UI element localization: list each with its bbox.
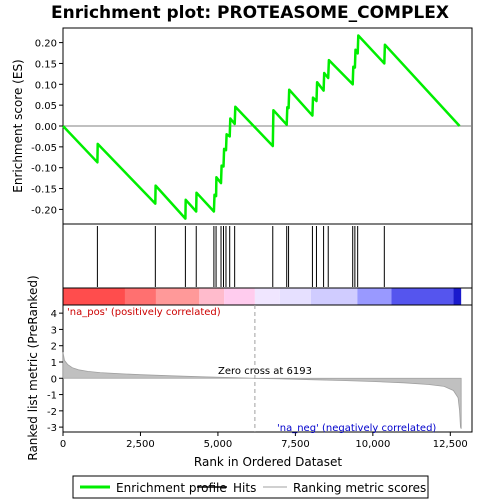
metric-y-tick-label: -3	[47, 423, 57, 434]
rank-bar-segment	[199, 288, 224, 305]
rank-bar-segment	[156, 288, 199, 305]
metric-y-tick-label: 4	[51, 309, 57, 320]
ranking-color-bar	[63, 288, 461, 305]
es-y-tick-label: -0.05	[31, 143, 57, 154]
legend-label: Enrichment profile	[116, 481, 227, 495]
es-panel: -0.20 -0.15 -0.10 -0.05 0.00 0.05 0.10 0.15 0.20…	[11, 28, 472, 224]
rank-bar-segment	[391, 288, 453, 305]
rank-bar-segment	[224, 288, 255, 305]
metric-y-axis-label: Ranked list metric (PreRanked)	[26, 275, 40, 460]
metric-x-tick-label: 0	[60, 439, 66, 450]
rank-bar-segment	[453, 288, 461, 305]
rank-bar-segment	[63, 288, 125, 305]
rank-bar-segment	[255, 288, 280, 305]
es-y-tick-label: -0.20	[31, 205, 57, 216]
es-y-axis-label: Enrichment score (ES)	[11, 59, 25, 192]
rank-bar-segment	[125, 288, 156, 305]
es-y-tick-label: -0.10	[31, 164, 57, 175]
pos-correlated-label: 'na_pos' (positively correlated)	[67, 307, 221, 318]
rank-bar-segment	[311, 288, 357, 305]
metric-y-tick-label: 3	[51, 325, 57, 336]
es-y-tick-label: 0.05	[35, 101, 57, 112]
es-y-tick-label: 0.15	[35, 59, 57, 70]
rank-bar-segment	[280, 288, 311, 305]
metric-y-tick-label: -1	[47, 391, 57, 402]
metric-y-axis: -3 -2 -1 0 1 2 3 4	[47, 309, 63, 434]
metric-x-tick-label: 7,500	[281, 439, 310, 450]
neg-correlated-label: 'na_neg' (negatively correlated)	[277, 423, 436, 434]
metric-x-tick-label: 12,500	[433, 439, 468, 450]
es-y-axis: -0.20 -0.15 -0.10 -0.05 0.00 0.05 0.10 0.15 0.20	[31, 39, 63, 217]
hits-panel	[63, 224, 472, 305]
hits-frame	[63, 224, 472, 288]
metric-x-tick-label: 10,000	[355, 439, 390, 450]
es-y-tick-label: 0.20	[35, 39, 57, 50]
metric-x-tick-label: 5,000	[204, 439, 233, 450]
legend: Enrichment profile Hits Ranking metric sco…	[73, 476, 428, 498]
zero-cross-label: Zero cross at 6193	[218, 366, 312, 377]
es-y-tick-label: 0.00	[35, 122, 57, 133]
metric-x-tick-label: 2,500	[126, 439, 155, 450]
legend-label: Hits	[233, 481, 256, 495]
metric-y-tick-label: 1	[51, 358, 57, 369]
metric-x-axis: 0 2,500 5,000 7,500 10,000 12,500	[60, 432, 468, 450]
es-y-tick-label: 0.10	[35, 80, 57, 91]
legend-label: Ranking metric scores	[293, 481, 426, 495]
chart-title: Enrichment plot: PROTEASOME_COMPLEX	[51, 3, 449, 23]
metric-y-tick-label: 0	[51, 374, 57, 385]
rank-bar-segment	[357, 288, 391, 305]
metric-x-axis-label: Rank in Ordered Dataset	[194, 455, 342, 469]
es-y-tick-label: -0.15	[31, 185, 57, 196]
metric-y-tick-label: 2	[51, 342, 57, 353]
metric-y-tick-label: -2	[47, 407, 57, 418]
